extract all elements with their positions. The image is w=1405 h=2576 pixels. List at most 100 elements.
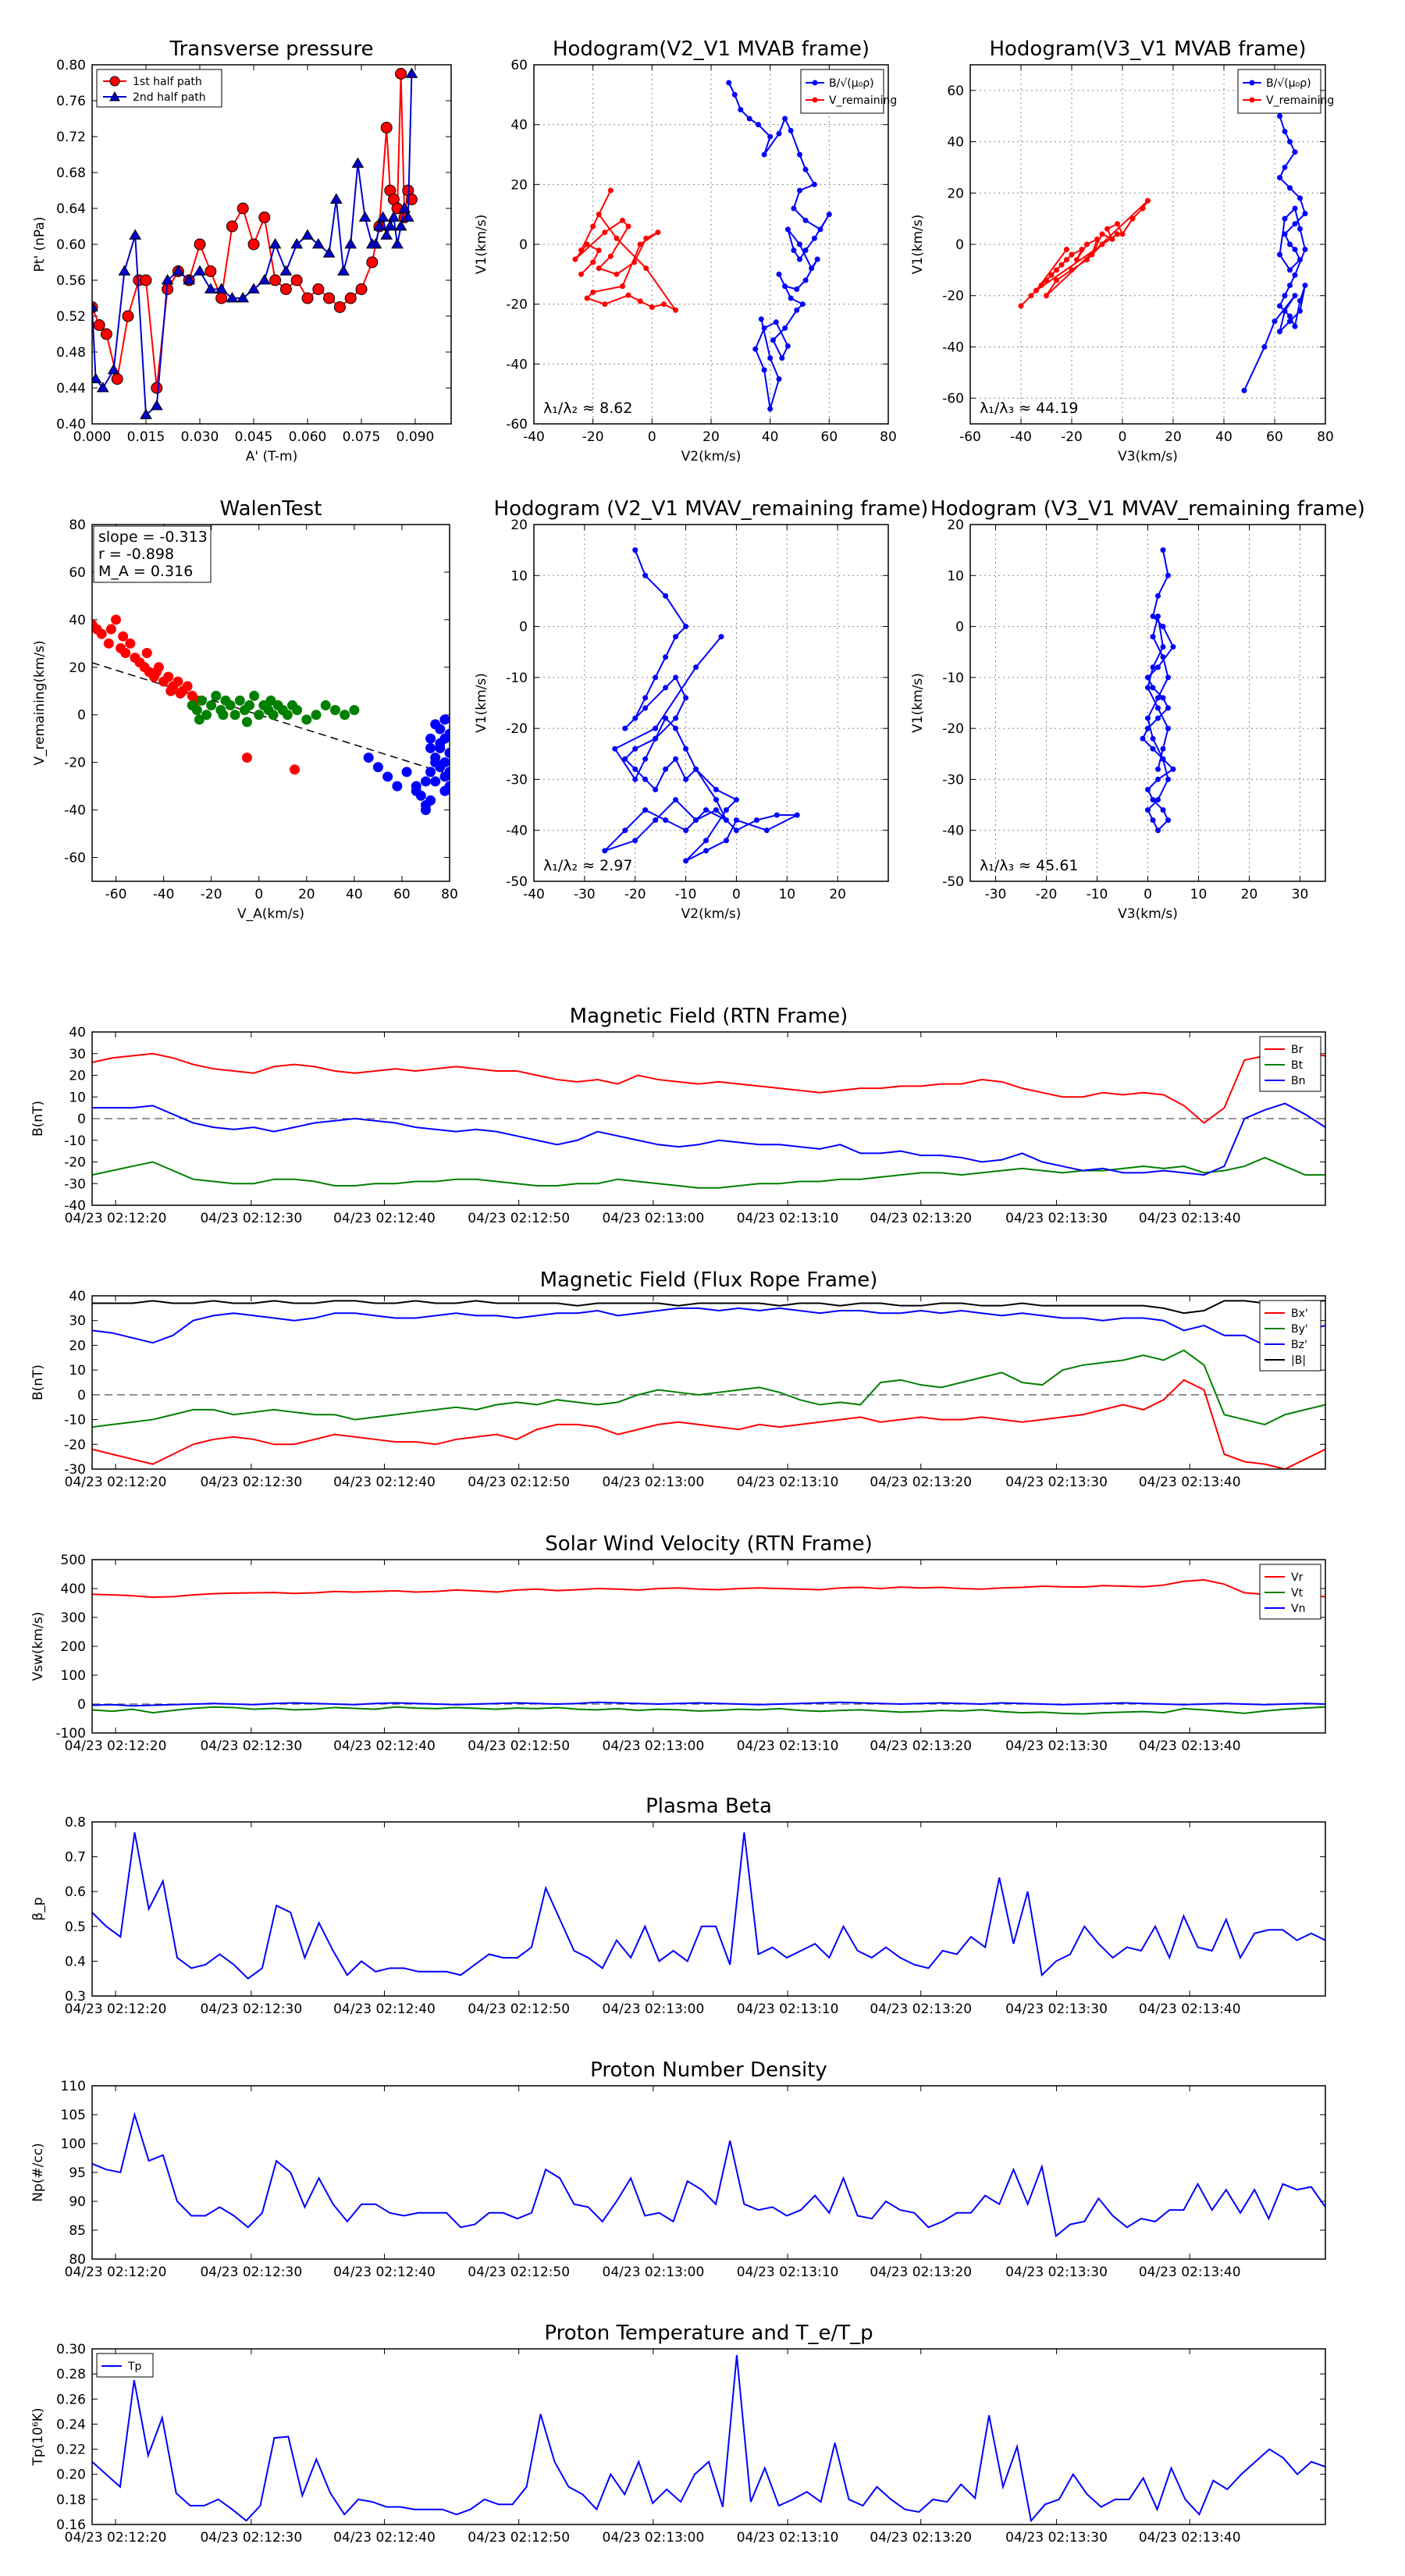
data-point bbox=[172, 265, 185, 276]
data-point bbox=[118, 265, 131, 276]
y-axis-label: V1(km/s) bbox=[474, 215, 489, 275]
y-tick-label: 0 bbox=[77, 1388, 86, 1404]
data-point bbox=[673, 307, 679, 313]
y-axis-label: B(nT) bbox=[30, 1101, 46, 1137]
x-axis-label: A' (T-m) bbox=[246, 449, 298, 464]
x-tick-label: 20 bbox=[829, 887, 846, 902]
data-point bbox=[425, 733, 436, 744]
data-point bbox=[1145, 725, 1151, 731]
legend-label: Bz' bbox=[1291, 1339, 1307, 1351]
data-point bbox=[590, 289, 596, 295]
legend-marker bbox=[1249, 80, 1255, 86]
ratio-annotation: λ₁/λ₂ ≈ 8.62 bbox=[543, 400, 632, 417]
data-point bbox=[100, 328, 112, 340]
data-point bbox=[794, 307, 800, 313]
data-point bbox=[788, 127, 794, 133]
data-point bbox=[1109, 236, 1115, 242]
data-point bbox=[620, 217, 625, 223]
x-tick-label: 04/23 02:12:20 bbox=[65, 2001, 167, 2017]
data-point bbox=[140, 274, 152, 286]
data-point bbox=[642, 572, 649, 578]
data-point bbox=[713, 807, 719, 813]
data-point bbox=[1165, 705, 1171, 711]
y-tick-label: 0.22 bbox=[56, 2443, 86, 2458]
data-point bbox=[1079, 247, 1085, 253]
data-point bbox=[797, 187, 802, 194]
data-point bbox=[1160, 756, 1166, 762]
y-tick-label: 0.30 bbox=[56, 2342, 86, 2357]
data-point bbox=[141, 648, 152, 659]
y-tick-label: -20 bbox=[506, 721, 528, 737]
data-point bbox=[1160, 695, 1166, 701]
x-tick-label: 60 bbox=[821, 429, 838, 445]
x-tick-label: 0.000 bbox=[73, 429, 112, 445]
data-point bbox=[663, 817, 669, 824]
data-point bbox=[612, 745, 618, 752]
x-tick-label: 04/23 02:12:30 bbox=[200, 2265, 302, 2280]
x-tick-label: -40 bbox=[523, 887, 545, 902]
legend-box bbox=[96, 2353, 154, 2378]
y-axis-label: V1(km/s) bbox=[910, 673, 926, 733]
data-point bbox=[1287, 139, 1293, 145]
x-tick-label: 04/23 02:13:00 bbox=[603, 2001, 705, 2017]
series-line-bz bbox=[92, 1307, 1325, 1347]
x-tick-label: 04/23 02:13:10 bbox=[737, 2530, 839, 2546]
data-point bbox=[241, 717, 252, 728]
data-point bbox=[673, 797, 679, 803]
plot-area bbox=[602, 547, 800, 864]
panel-walen: WalenTest -60 -40 -20 0 20 40 60 80 -60 -40 -20 0 20 4… bbox=[32, 497, 458, 922]
data-point bbox=[763, 827, 770, 834]
y-tick-label: 0.26 bbox=[56, 2392, 86, 2407]
y-tick-label: 0.76 bbox=[56, 94, 86, 109]
x-tick-label: 04/23 02:12:40 bbox=[333, 1211, 436, 1226]
x-tick-label: 04/23 02:13:40 bbox=[1139, 2001, 1241, 2017]
data-point bbox=[632, 766, 638, 772]
data-point bbox=[1165, 674, 1171, 681]
x-tick-label: 04/23 02:13:20 bbox=[870, 2265, 972, 2280]
y-tick-label: 80 bbox=[69, 2252, 86, 2268]
data-point bbox=[226, 220, 238, 233]
data-point bbox=[1028, 293, 1034, 299]
data-point bbox=[1297, 297, 1303, 304]
data-point bbox=[1145, 807, 1151, 813]
data-point bbox=[683, 776, 689, 782]
data-point bbox=[194, 265, 206, 276]
data-point bbox=[811, 181, 817, 187]
x-tick-label: 04/23 02:13:30 bbox=[1005, 1475, 1108, 1490]
x-tick-label: 04/23 02:13:30 bbox=[1005, 2001, 1108, 2017]
y-tick-label: 20 bbox=[510, 518, 528, 533]
data-point bbox=[92, 624, 102, 635]
panel-np: Proton Number Density 80 85 90 95 100 105 110 04… bbox=[30, 2058, 1326, 2280]
data-point bbox=[1297, 308, 1303, 314]
data-point bbox=[1170, 644, 1176, 650]
data-point bbox=[1292, 221, 1298, 227]
data-point bbox=[631, 259, 638, 265]
axes-frame bbox=[91, 1559, 1326, 1734]
data-point bbox=[218, 710, 229, 720]
plot-area bbox=[92, 1052, 1325, 1189]
data-point bbox=[703, 807, 710, 813]
data-point bbox=[1292, 247, 1298, 253]
data-point bbox=[206, 700, 217, 711]
plot-area bbox=[92, 1832, 1325, 1980]
data-point bbox=[797, 151, 802, 158]
y-tick-label: -40 bbox=[942, 824, 964, 839]
data-point bbox=[380, 229, 393, 240]
legend-label: Vn bbox=[1291, 1603, 1305, 1615]
data-point bbox=[642, 695, 649, 701]
data-point bbox=[1033, 287, 1039, 294]
x-tick-label: 04/23 02:13:20 bbox=[870, 1738, 972, 1754]
data-point bbox=[269, 238, 282, 249]
y-tick-label: -50 bbox=[942, 874, 964, 890]
x-tick-label: 0.060 bbox=[289, 429, 327, 445]
data-point bbox=[637, 241, 643, 247]
data-point bbox=[439, 757, 450, 768]
x-tick-label: 04/23 02:13:10 bbox=[737, 1211, 839, 1226]
data-point bbox=[723, 807, 729, 813]
x-tick-label: 04/23 02:13:20 bbox=[870, 1211, 972, 1226]
data-point bbox=[1069, 267, 1075, 273]
x-tick-label: -10 bbox=[1087, 887, 1108, 902]
data-point bbox=[358, 211, 372, 222]
data-point bbox=[415, 790, 426, 801]
axes-frame bbox=[969, 64, 1326, 425]
